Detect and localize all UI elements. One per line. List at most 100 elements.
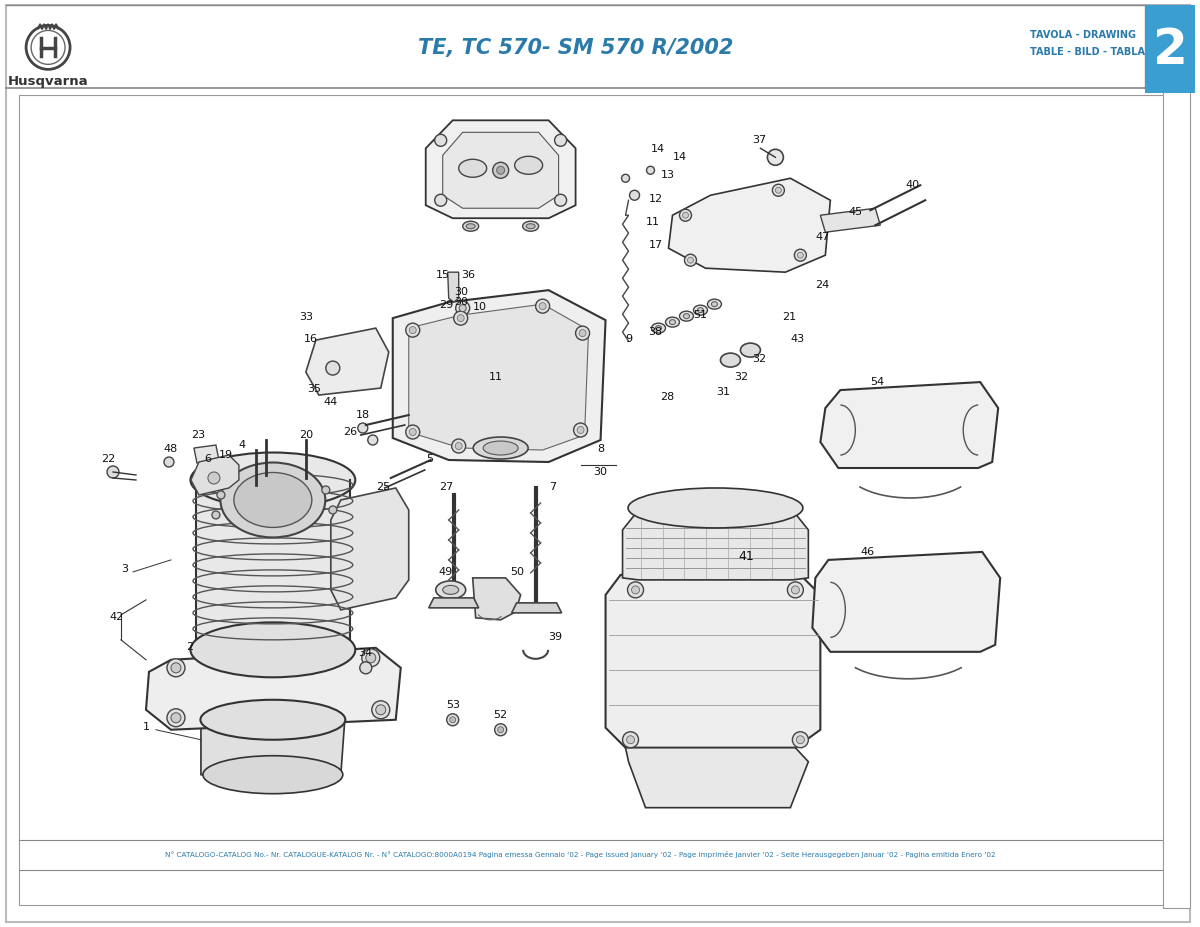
Circle shape (494, 724, 506, 736)
Text: 15: 15 (436, 270, 450, 280)
Text: 37: 37 (752, 135, 767, 146)
Circle shape (493, 162, 509, 178)
Ellipse shape (234, 473, 312, 527)
Circle shape (372, 701, 390, 718)
Circle shape (580, 330, 586, 337)
Text: 54: 54 (870, 377, 884, 387)
Circle shape (358, 423, 367, 433)
Circle shape (446, 714, 458, 726)
Circle shape (26, 25, 70, 70)
Text: N° CATALOGO-CATALOG No.- Nr. CATALOGUE-KATALOG Nr. - N° CATALOGO:8000A0194 Pagin: N° CATALOGO-CATALOG No.- Nr. CATALOGUE-K… (166, 851, 996, 858)
Text: TAVOLA - DRAWING: TAVOLA - DRAWING (1030, 31, 1136, 41)
Text: 33: 33 (299, 312, 313, 323)
Circle shape (577, 426, 584, 434)
Text: 22: 22 (101, 454, 115, 464)
Text: 43: 43 (791, 334, 804, 344)
Polygon shape (668, 178, 830, 273)
Polygon shape (306, 328, 389, 395)
Ellipse shape (191, 452, 355, 507)
Text: 5: 5 (426, 454, 433, 464)
Ellipse shape (463, 222, 479, 231)
Text: 6: 6 (204, 454, 211, 464)
Text: 13: 13 (660, 171, 674, 180)
Polygon shape (448, 273, 458, 302)
Text: 25: 25 (376, 482, 390, 492)
Text: 9: 9 (625, 334, 632, 344)
Text: 44: 44 (324, 397, 338, 407)
Circle shape (768, 149, 784, 165)
Text: TABLE - BILD - TABLA: TABLE - BILD - TABLA (1030, 47, 1145, 57)
Circle shape (434, 134, 446, 146)
Circle shape (535, 299, 550, 313)
Ellipse shape (652, 324, 666, 333)
Circle shape (366, 653, 376, 663)
Text: TE, TC 570- SM 570 R/2002: TE, TC 570- SM 570 R/2002 (418, 38, 733, 58)
Polygon shape (426, 121, 576, 218)
Circle shape (164, 457, 174, 467)
Ellipse shape (697, 308, 703, 312)
Text: 31: 31 (716, 387, 731, 397)
Text: 50: 50 (511, 567, 524, 577)
Text: 8: 8 (596, 444, 604, 454)
Ellipse shape (191, 622, 355, 678)
Circle shape (631, 586, 640, 594)
Ellipse shape (712, 301, 718, 307)
Text: 34: 34 (358, 648, 372, 658)
Circle shape (683, 212, 689, 218)
Circle shape (688, 257, 694, 263)
Polygon shape (812, 552, 1000, 652)
Circle shape (773, 184, 785, 197)
Polygon shape (623, 510, 809, 580)
Polygon shape (331, 488, 409, 610)
Circle shape (791, 586, 799, 594)
Ellipse shape (523, 222, 539, 231)
Polygon shape (200, 719, 344, 775)
Text: 51: 51 (694, 311, 708, 320)
Circle shape (622, 174, 630, 183)
Text: 14: 14 (650, 145, 665, 154)
Ellipse shape (484, 441, 518, 455)
Ellipse shape (655, 325, 661, 331)
Circle shape (167, 709, 185, 727)
Circle shape (329, 506, 337, 514)
Circle shape (498, 727, 504, 732)
Polygon shape (511, 603, 562, 613)
Circle shape (797, 736, 804, 743)
Text: 32: 32 (734, 372, 749, 382)
Circle shape (322, 486, 330, 494)
Circle shape (409, 428, 416, 436)
Bar (1163, 88, 1190, 908)
Circle shape (787, 582, 803, 598)
Text: 39: 39 (548, 632, 563, 641)
Circle shape (217, 491, 224, 499)
Text: 23: 23 (191, 430, 205, 440)
Text: 29: 29 (439, 300, 452, 311)
Text: 18: 18 (355, 410, 370, 420)
Polygon shape (821, 382, 998, 468)
Text: 11: 11 (488, 372, 503, 382)
Text: 53: 53 (445, 700, 460, 710)
Text: 28: 28 (660, 392, 674, 402)
Ellipse shape (458, 159, 487, 177)
Circle shape (450, 717, 456, 723)
Text: 32: 32 (752, 354, 767, 364)
Circle shape (409, 326, 416, 334)
Bar (1145, 6, 1195, 94)
Text: 41: 41 (738, 550, 754, 563)
Text: 7: 7 (548, 482, 556, 492)
Text: 36: 36 (461, 270, 475, 280)
Text: 19: 19 (218, 450, 233, 460)
Text: 2: 2 (1152, 26, 1188, 74)
Circle shape (167, 659, 185, 677)
Polygon shape (606, 575, 821, 748)
Text: 45: 45 (848, 208, 863, 217)
Circle shape (792, 731, 809, 748)
Circle shape (460, 305, 466, 311)
Text: 4: 4 (239, 440, 246, 450)
Circle shape (554, 195, 566, 206)
Circle shape (406, 324, 420, 337)
Circle shape (647, 166, 654, 174)
Circle shape (794, 249, 806, 261)
Text: 3: 3 (121, 564, 128, 574)
Text: 12: 12 (648, 195, 662, 204)
